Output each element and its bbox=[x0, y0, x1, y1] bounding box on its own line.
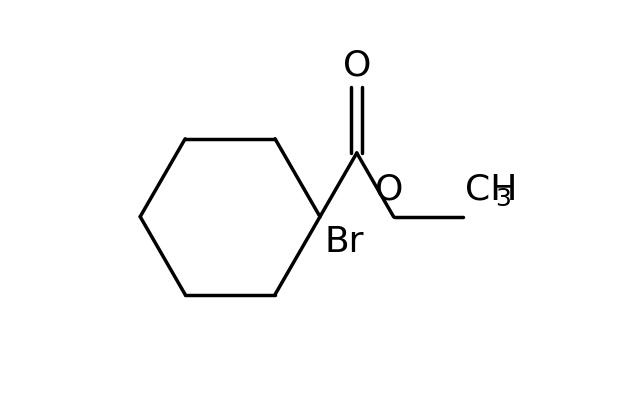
Text: CH: CH bbox=[465, 173, 518, 206]
Text: Br: Br bbox=[324, 225, 364, 259]
Text: O: O bbox=[342, 49, 371, 83]
Text: 3: 3 bbox=[495, 187, 511, 211]
Text: O: O bbox=[375, 173, 404, 206]
